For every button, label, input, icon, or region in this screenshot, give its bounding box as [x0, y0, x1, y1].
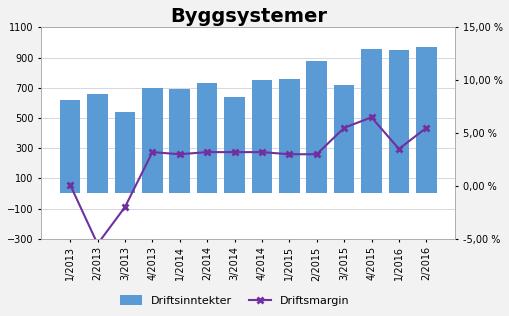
Driftsmargin [395, 147, 401, 151]
Bar [142, 88, 162, 193]
Driftsmargin [122, 205, 128, 209]
Bar [333, 85, 354, 193]
Driftsmargin [286, 152, 292, 156]
Bar [360, 49, 381, 193]
Driftsmargin [341, 126, 347, 130]
Bar [169, 89, 190, 193]
Title: Byggsystemer: Byggsystemer [169, 7, 326, 26]
Driftsmargin [259, 150, 265, 154]
Driftsmargin [67, 183, 73, 187]
Bar [224, 97, 244, 193]
Driftsmargin [313, 152, 319, 156]
Driftsmargin [149, 150, 155, 154]
Driftsmargin [367, 115, 374, 119]
Driftsmargin [204, 150, 210, 154]
Driftsmargin [176, 152, 182, 156]
Bar [306, 61, 326, 193]
Bar [251, 80, 272, 193]
Bar [415, 47, 436, 193]
Bar [87, 94, 107, 193]
Driftsmargin [94, 242, 100, 246]
Bar [278, 79, 299, 193]
Bar [196, 83, 217, 193]
Legend: Driftsinntekter, Driftsmargin: Driftsinntekter, Driftsmargin [115, 291, 353, 310]
Driftsmargin [422, 126, 429, 130]
Bar [115, 112, 135, 193]
Driftsmargin [231, 150, 237, 154]
Bar [60, 100, 80, 193]
Line: Driftsmargin: Driftsmargin [67, 114, 429, 247]
Bar [388, 50, 408, 193]
